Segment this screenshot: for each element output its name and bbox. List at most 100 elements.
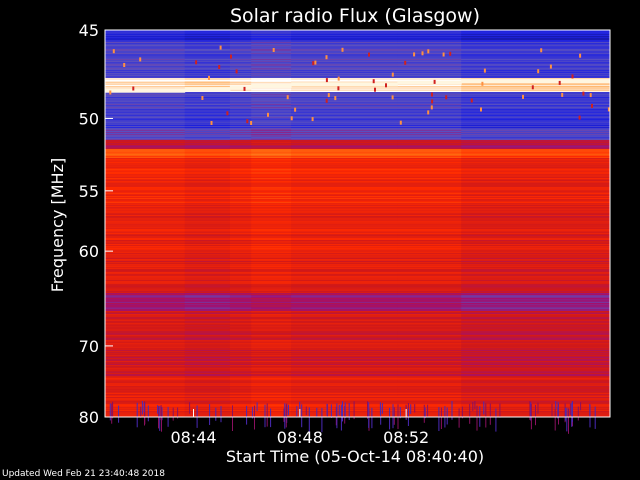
interference-streak bbox=[569, 403, 571, 415]
heatmap-row bbox=[251, 180, 292, 182]
heatmap-row bbox=[461, 332, 611, 334]
heatmap-row bbox=[291, 140, 398, 142]
burst-dot bbox=[272, 48, 275, 52]
heatmap-row bbox=[397, 132, 462, 134]
heatmap-row bbox=[229, 323, 252, 325]
heatmap-row bbox=[397, 269, 462, 271]
heatmap-row bbox=[105, 389, 186, 391]
heatmap-row bbox=[251, 354, 292, 356]
heatmap-row bbox=[184, 316, 231, 318]
heatmap-row bbox=[291, 340, 398, 342]
heatmap-row bbox=[397, 372, 462, 374]
heatmap-row bbox=[397, 239, 462, 241]
heatmap-row bbox=[291, 264, 398, 266]
heatmap-row bbox=[397, 285, 462, 287]
heatmap-row bbox=[184, 298, 231, 300]
heatmap-row bbox=[105, 126, 186, 128]
heatmap-row bbox=[397, 308, 462, 310]
heatmap-row bbox=[461, 394, 611, 396]
heatmap-row bbox=[105, 328, 186, 330]
heatmap-row bbox=[184, 110, 231, 112]
heatmap-row bbox=[229, 200, 252, 202]
heatmap-row bbox=[291, 196, 398, 198]
heatmap-row bbox=[251, 402, 292, 404]
heatmap-row bbox=[461, 121, 611, 123]
heatmap-row bbox=[461, 218, 611, 220]
heatmap-row bbox=[397, 305, 462, 307]
heatmap-row bbox=[291, 77, 398, 79]
heatmap-row bbox=[105, 290, 186, 292]
heatmap-row bbox=[291, 274, 398, 276]
heatmap-row bbox=[184, 392, 231, 394]
heatmap-row bbox=[397, 249, 462, 251]
burst-dot bbox=[290, 116, 293, 121]
heatmap-row bbox=[229, 111, 252, 113]
burst-dot bbox=[341, 47, 344, 52]
heatmap-row bbox=[291, 171, 398, 173]
y-tick-label: 80 bbox=[79, 408, 99, 427]
heatmap-row bbox=[461, 69, 611, 71]
heatmap-row bbox=[229, 83, 252, 85]
heatmap-row bbox=[105, 374, 186, 376]
heatmap-row bbox=[105, 165, 186, 167]
heatmap-row bbox=[184, 198, 231, 200]
heatmap-row bbox=[105, 74, 186, 76]
heatmap-row bbox=[105, 149, 186, 151]
heatmap-row bbox=[461, 401, 611, 403]
heatmap-row bbox=[229, 134, 252, 136]
heatmap-row bbox=[229, 133, 252, 135]
heatmap-row bbox=[461, 364, 611, 366]
heatmap-row bbox=[461, 288, 611, 290]
heatmap-row bbox=[105, 71, 186, 73]
heatmap-row bbox=[291, 74, 398, 76]
interference-streak bbox=[215, 407, 217, 421]
heatmap-row bbox=[397, 235, 462, 237]
heatmap-row bbox=[251, 160, 292, 162]
heatmap-row bbox=[184, 106, 231, 108]
heatmap-row bbox=[291, 68, 398, 70]
heatmap-row bbox=[229, 389, 252, 391]
heatmap-row bbox=[229, 239, 252, 241]
heatmap-row bbox=[291, 49, 398, 51]
heatmap-row bbox=[184, 43, 231, 45]
heatmap-row bbox=[105, 305, 186, 307]
heatmap-row bbox=[229, 276, 252, 278]
heatmap-row bbox=[397, 86, 462, 88]
heatmap-row bbox=[251, 168, 292, 170]
heatmap-row bbox=[461, 119, 611, 121]
heatmap-row bbox=[229, 314, 252, 316]
heatmap-row bbox=[184, 101, 231, 103]
heatmap-row bbox=[184, 322, 231, 324]
heatmap-row bbox=[291, 329, 398, 331]
heatmap-row bbox=[184, 341, 231, 343]
heatmap-row bbox=[251, 56, 292, 58]
heatmap-row bbox=[461, 158, 611, 160]
heatmap-row bbox=[229, 404, 252, 406]
heatmap-row bbox=[397, 228, 462, 230]
heatmap-row bbox=[291, 233, 398, 235]
heatmap-row bbox=[461, 403, 611, 405]
heatmap-row bbox=[105, 327, 186, 329]
heatmap-row bbox=[105, 254, 186, 256]
interference-streak bbox=[458, 408, 460, 428]
heatmap-row bbox=[184, 153, 231, 155]
heatmap-row bbox=[105, 329, 186, 331]
heatmap-row bbox=[397, 65, 462, 67]
heatmap-row bbox=[229, 77, 252, 79]
heatmap-row bbox=[105, 353, 186, 355]
interference-streak bbox=[555, 401, 557, 409]
heatmap-row bbox=[397, 353, 462, 355]
heatmap-row bbox=[461, 46, 611, 48]
heatmap-row bbox=[461, 330, 611, 332]
heatmap-row bbox=[251, 158, 292, 160]
heatmap-row bbox=[397, 282, 462, 284]
heatmap-row bbox=[291, 298, 398, 300]
heatmap-row bbox=[461, 265, 611, 267]
heatmap-row bbox=[184, 407, 231, 409]
heatmap-row bbox=[229, 183, 252, 185]
heatmap-row bbox=[105, 230, 186, 232]
heatmap-row bbox=[184, 205, 231, 207]
heatmap-row bbox=[229, 174, 252, 176]
heatmap-row bbox=[461, 200, 611, 202]
heatmap-row bbox=[397, 116, 462, 118]
